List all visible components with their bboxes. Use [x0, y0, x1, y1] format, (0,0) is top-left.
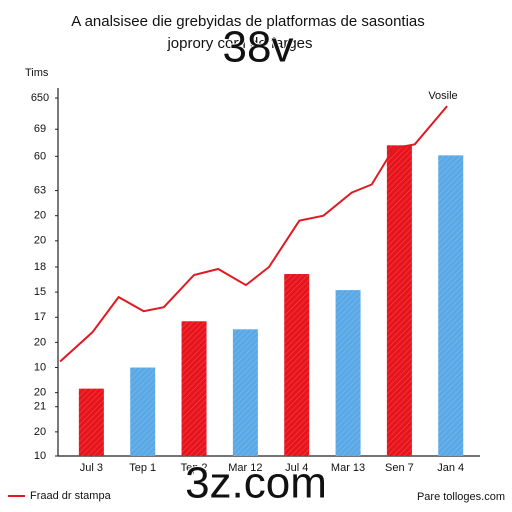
line-series — [59, 105, 448, 363]
y-tick-label: 63 — [34, 184, 46, 196]
x-tick-label: Jul 3 — [80, 462, 103, 474]
plot-area: 10 20 21 20 10 20 17 15 18 20 20 63 60 69 650 Jul 3 Tep … — [31, 92, 464, 474]
bar-texture — [284, 274, 310, 456]
y-tick-label: 18 — [34, 261, 46, 273]
y-tick-label: 10 — [34, 361, 46, 373]
y-tick-label: 20 — [34, 210, 46, 222]
y-axis-label: Tims — [25, 67, 49, 79]
annotation: Vosile — [428, 90, 457, 102]
y-tick-label: 20 — [34, 387, 46, 399]
x-tick-label: Tep 1 — [129, 462, 156, 474]
chart-subtitle: joprory corti de farges — [166, 35, 312, 52]
y-tick-label: 69 — [34, 123, 46, 135]
legend-label: Fraad dr stampa — [30, 490, 112, 502]
bar-texture — [78, 388, 104, 456]
y-tick-label: 20 — [34, 426, 46, 438]
y-tick-label: 20 — [34, 336, 46, 348]
y-tick-label: 21 — [34, 401, 46, 413]
footer: Pare tolloges.com — [417, 491, 505, 503]
bar-texture — [130, 367, 156, 456]
bar-texture — [386, 145, 412, 457]
bar-texture — [181, 321, 207, 456]
bar-texture — [438, 155, 464, 456]
x-tick-label: Sen 7 — [385, 462, 414, 474]
x-tick-label: Mar 13 — [331, 462, 365, 474]
x-tick-label: Tep 2 — [181, 462, 208, 474]
y-tick-label: 650 — [31, 92, 49, 104]
x-tick-label: Mar 12 — [228, 462, 262, 474]
bar-texture — [232, 329, 258, 456]
bar-texture — [335, 290, 361, 456]
y-tick-label: 10 — [34, 450, 46, 462]
y-tick-label: 15 — [34, 286, 46, 298]
y-tick-label: 20 — [34, 235, 46, 247]
chart-title: A analsisee die grebyidas de platformas … — [71, 13, 425, 30]
x-tick-label: Jul 4 — [285, 462, 308, 474]
y-tick-label: 60 — [34, 150, 46, 162]
watermark: 38v — [223, 23, 294, 72]
watermark: 3z.com — [185, 459, 327, 508]
y-tick-label: 17 — [34, 311, 46, 323]
x-tick-label: Jan 4 — [437, 462, 464, 474]
